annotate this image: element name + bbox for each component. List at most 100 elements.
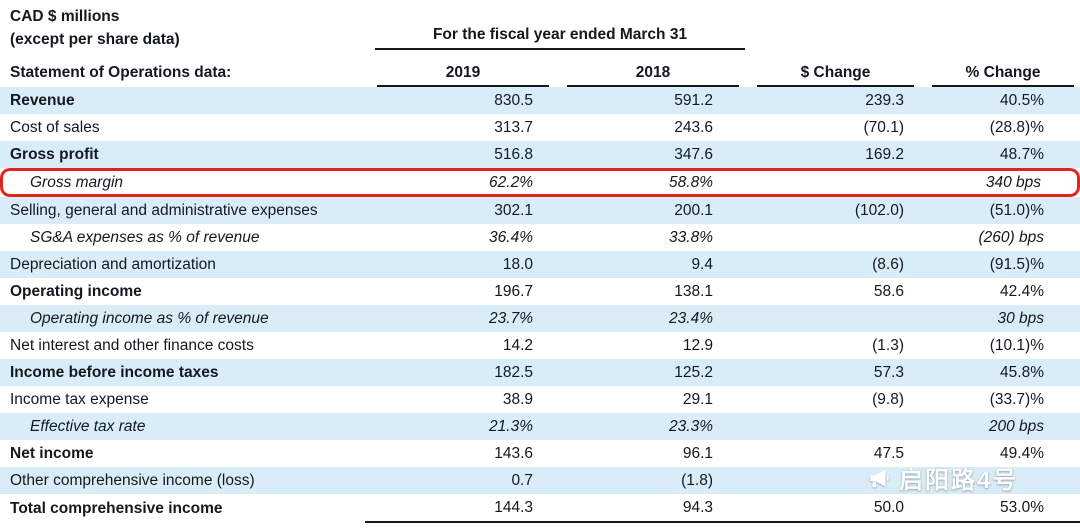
row-value: (51.0)%: [989, 201, 1044, 219]
row-value: [745, 224, 920, 251]
row-label: Income before income taxes: [10, 363, 219, 381]
row-value: 94.3: [555, 494, 745, 523]
row-label: SG&A expenses as % of revenue: [30, 228, 260, 246]
row-value: (91.5)%: [989, 255, 1044, 273]
row-label: Cost of sales: [10, 118, 100, 136]
row-value: (9.8): [872, 390, 904, 408]
row-value: 313.7: [494, 118, 533, 136]
row-value: [745, 467, 920, 494]
row-label: Net interest and other finance costs: [10, 336, 254, 354]
column-header-label: Statement of Operations data:: [10, 64, 232, 81]
table-body: Revenue 830.5 591.2 239.3 40.5% Cost of …: [0, 87, 1080, 523]
table-row: Total comprehensive income 144.3 94.3 50…: [0, 494, 1080, 523]
row-value: 200.1: [674, 201, 713, 219]
row-value: 29.1: [682, 390, 713, 408]
row-value: 38.9: [502, 390, 533, 408]
row-value: 58.6: [873, 282, 904, 300]
row-value: 30 bps: [997, 309, 1044, 327]
row-value: 45.8%: [1000, 363, 1044, 381]
table-row: Depreciation and amortization 18.0 9.4 (…: [0, 251, 1080, 278]
table-row: Selling, general and administrative expe…: [0, 197, 1080, 224]
row-label: Gross margin: [0, 168, 365, 197]
row-value: 58.8%: [555, 168, 745, 197]
row-value: 0.7: [511, 471, 533, 489]
row-value: (10.1)%: [989, 336, 1044, 354]
table-row: Other comprehensive income (loss) 0.7 (1…: [0, 467, 1080, 494]
column-header-2019: 2019: [365, 52, 555, 87]
row-value: 243.6: [674, 118, 713, 136]
row-label: Income tax expense: [10, 390, 149, 408]
row-value: 143.6: [494, 444, 533, 462]
units-label-line1: CAD $ millions: [10, 8, 120, 25]
row-label: Total comprehensive income: [10, 499, 223, 517]
row-value: 125.2: [674, 363, 713, 381]
row-value: (102.0): [854, 201, 904, 219]
row-label: Operating income as % of revenue: [30, 309, 269, 327]
table-row: Net income 143.6 96.1 47.5 49.4%: [0, 440, 1080, 467]
row-value: (8.6): [872, 255, 904, 273]
column-header-percent-change: % Change: [920, 52, 1080, 87]
row-value: [920, 467, 1080, 494]
row-value: 144.3: [365, 494, 555, 523]
row-value: 23.4%: [669, 309, 713, 327]
table-row: Effective tax rate 21.3% 23.3% 200 bps: [0, 413, 1080, 440]
table-row: Income before income taxes 182.5 125.2 5…: [0, 359, 1080, 386]
row-label: Gross profit: [10, 145, 99, 163]
row-value: 23.7%: [489, 309, 533, 327]
row-value: 239.3: [865, 91, 904, 109]
row-value: (33.7)%: [989, 390, 1044, 408]
row-value: [745, 305, 920, 332]
row-value: 138.1: [674, 282, 713, 300]
row-value: 169.2: [865, 145, 904, 163]
row-value: 33.8%: [669, 228, 713, 246]
row-label: Depreciation and amortization: [10, 255, 216, 273]
row-label: Effective tax rate: [30, 417, 146, 435]
column-header-2018: 2018: [555, 52, 745, 87]
highlighted-table-row: Gross margin 62.2% 58.8% 340 bps: [0, 168, 1080, 197]
table-row: Gross profit 516.8 347.6 169.2 48.7%: [0, 141, 1080, 168]
row-value: 48.7%: [1000, 145, 1044, 163]
row-label: Net income: [10, 444, 94, 462]
row-value: 9.4: [691, 255, 713, 273]
row-label: Selling, general and administrative expe…: [10, 201, 318, 219]
statement-of-operations-table: Statement of Operations data: 2019 2018 …: [0, 52, 1080, 523]
row-value: (260) bps: [978, 228, 1044, 246]
row-value: (1.8): [681, 471, 713, 489]
units-label-line2: (except per share data): [10, 31, 180, 48]
row-value: 182.5: [494, 363, 533, 381]
row-value: 42.4%: [1000, 282, 1044, 300]
table-row: Operating income as % of revenue 23.7% 2…: [0, 305, 1080, 332]
row-value: 47.5: [873, 444, 904, 462]
row-value: 196.7: [494, 282, 533, 300]
row-value: 96.1: [682, 444, 713, 462]
table-row: Net interest and other finance costs 14.…: [0, 332, 1080, 359]
table-row: Cost of sales 313.7 243.6 (70.1) (28.8)%: [0, 114, 1080, 141]
row-label: Revenue: [10, 91, 75, 109]
row-value: 62.2%: [365, 168, 555, 197]
row-value: [745, 168, 920, 197]
fiscal-year-header: For the fiscal year ended March 31: [375, 26, 745, 50]
row-value: 40.5%: [1000, 91, 1044, 109]
row-value: 57.3: [873, 363, 904, 381]
units-label: CAD $ millions (except per share data): [10, 5, 180, 51]
row-label: Other comprehensive income (loss): [10, 471, 255, 489]
row-value: (70.1): [863, 118, 905, 136]
row-value: 12.9: [682, 336, 713, 354]
row-value: [745, 413, 920, 440]
row-value: 18.0: [502, 255, 533, 273]
row-value: 516.8: [494, 145, 533, 163]
column-header-dollar-change: $ Change: [745, 52, 920, 87]
row-label: Operating income: [10, 282, 142, 300]
row-value: 830.5: [494, 91, 533, 109]
table-row: SG&A expenses as % of revenue 36.4% 33.8…: [0, 224, 1080, 251]
row-value: 23.3%: [669, 417, 713, 435]
table-row: Income tax expense 38.9 29.1 (9.8) (33.7…: [0, 386, 1080, 413]
row-value: 14.2: [502, 336, 533, 354]
row-value: 347.6: [674, 145, 713, 163]
row-value: 53.0%: [920, 494, 1080, 523]
table-header-row: Statement of Operations data: 2019 2018 …: [0, 52, 1080, 87]
row-value: 591.2: [674, 91, 713, 109]
row-value: 21.3%: [489, 417, 533, 435]
row-value: 302.1: [494, 201, 533, 219]
